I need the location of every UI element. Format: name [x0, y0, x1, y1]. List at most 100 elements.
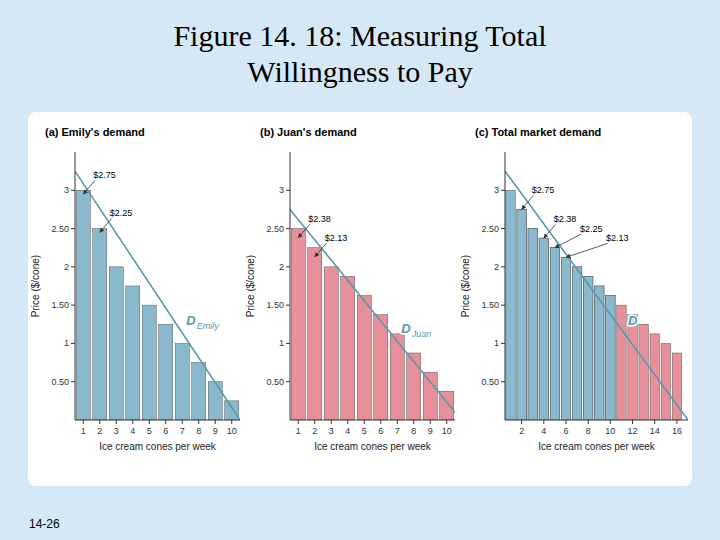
x-tick-label: 8: [411, 426, 416, 436]
x-tick: [521, 420, 522, 424]
y-tick: [286, 190, 290, 191]
x-axis-label: Ice cream cones per week: [314, 441, 432, 452]
y-tick: [71, 266, 75, 267]
y-tick: [501, 305, 505, 306]
bar: [661, 343, 670, 420]
y-tick: [501, 228, 505, 229]
y-tick-label: 1: [64, 338, 69, 348]
x-tick-label: 10: [605, 426, 615, 436]
x-tick-label: 7: [180, 426, 185, 436]
y-tick: [501, 381, 505, 382]
y-tick: [71, 343, 75, 344]
x-tick: [83, 420, 84, 424]
y-axis-label: Price ($/cone): [245, 255, 256, 317]
x-tick-label: 3: [329, 426, 334, 436]
y-tick-label: 3: [494, 185, 499, 195]
x-tick: [632, 420, 633, 424]
x-tick-label: 6: [378, 426, 383, 436]
bar: [374, 315, 388, 420]
line-label-subscript: Emily: [197, 321, 219, 331]
x-tick: [446, 420, 447, 424]
x-tick: [215, 420, 216, 424]
y-tick-label: 1: [279, 338, 284, 348]
bar: [423, 372, 437, 420]
y-tick-label: 0.50: [51, 377, 69, 387]
bar: [539, 238, 548, 420]
annotation: $2.25: [580, 224, 603, 234]
x-tick: [543, 420, 544, 424]
bar: [517, 209, 526, 420]
x-axis-label: Ice cream cones per week: [538, 441, 656, 452]
x-tick: [99, 420, 100, 424]
annotation: $2.75: [93, 170, 116, 180]
bar: [572, 267, 581, 420]
annotation-arrow: [544, 224, 556, 238]
y-axis: [75, 152, 76, 420]
figure: Figure 14. 18: Measuring TotalWillingnes…: [0, 0, 720, 540]
annotation-arrow: [522, 195, 534, 209]
bar: [550, 248, 559, 420]
y-tick-label: 2: [64, 262, 69, 272]
y-axis: [290, 152, 291, 420]
x-tick-label: 16: [672, 426, 682, 436]
plot-area: [505, 171, 688, 420]
annotation-arrow: [315, 243, 327, 257]
bar: [561, 257, 570, 420]
x-tick-label: 2: [97, 426, 102, 436]
x-tick-label: 6: [163, 426, 168, 436]
annotation: $2.38: [308, 214, 331, 224]
y-tick: [501, 190, 505, 191]
y-tick: [71, 190, 75, 191]
x-tick-label: 5: [147, 426, 152, 436]
x-tick: [331, 420, 332, 424]
y-tick-label: 2.50: [266, 224, 284, 234]
x-tick-label: 4: [130, 426, 135, 436]
panel-title: (c) Total market demand: [475, 126, 601, 138]
x-tick-label: 2: [519, 426, 524, 436]
x-axis-label: Ice cream cones per week: [99, 441, 217, 452]
x-tick-label: 2: [312, 426, 317, 436]
x-tick-label: 14: [650, 426, 660, 436]
x-tick-label: 8: [586, 426, 591, 436]
x-tick-label: 7: [395, 426, 400, 436]
x-tick: [182, 420, 183, 424]
bar: [550, 248, 559, 420]
y-tick-label: 2: [279, 262, 284, 272]
bar: [208, 382, 222, 420]
y-tick: [71, 305, 75, 306]
bar: [650, 334, 659, 420]
x-tick-label: 8: [196, 426, 201, 436]
demand-line: [505, 171, 688, 420]
x-tick: [588, 420, 589, 424]
panel: 123456789100.5011.5022.503Ice cream cone…: [245, 126, 455, 452]
x-tick-label: 4: [345, 426, 350, 436]
y-tick-label: 0.50: [266, 377, 284, 387]
x-tick-label: 12: [628, 426, 638, 436]
bar: [539, 238, 548, 420]
y-tick-label: 2: [494, 262, 499, 272]
demand-line: [75, 171, 240, 420]
bar: [595, 286, 604, 420]
x-tick-label: 9: [213, 426, 218, 436]
y-tick-label: 0.50: [481, 377, 499, 387]
bar: [583, 276, 592, 420]
plot-area: [75, 171, 240, 420]
bar: [583, 276, 592, 420]
bar: [628, 315, 637, 420]
x-tick-label: 5: [362, 426, 367, 436]
bar: [639, 324, 648, 420]
panel: 123456789100.5011.5022.503Ice cream cone…: [30, 126, 240, 452]
y-tick-label: 1.50: [266, 300, 284, 310]
annotation: $2.38: [554, 214, 577, 224]
bar: [528, 229, 537, 420]
x-tick: [298, 420, 299, 424]
demand-line: [290, 209, 455, 412]
x-tick-label: 6: [563, 426, 568, 436]
x-tick: [397, 420, 398, 424]
x-tick-label: 4: [541, 426, 546, 436]
annotation: $2.75: [532, 185, 555, 195]
annotation: $2.13: [325, 233, 348, 243]
x-tick: [198, 420, 199, 424]
x-tick-label: 1: [296, 426, 301, 436]
bar: [142, 305, 156, 420]
